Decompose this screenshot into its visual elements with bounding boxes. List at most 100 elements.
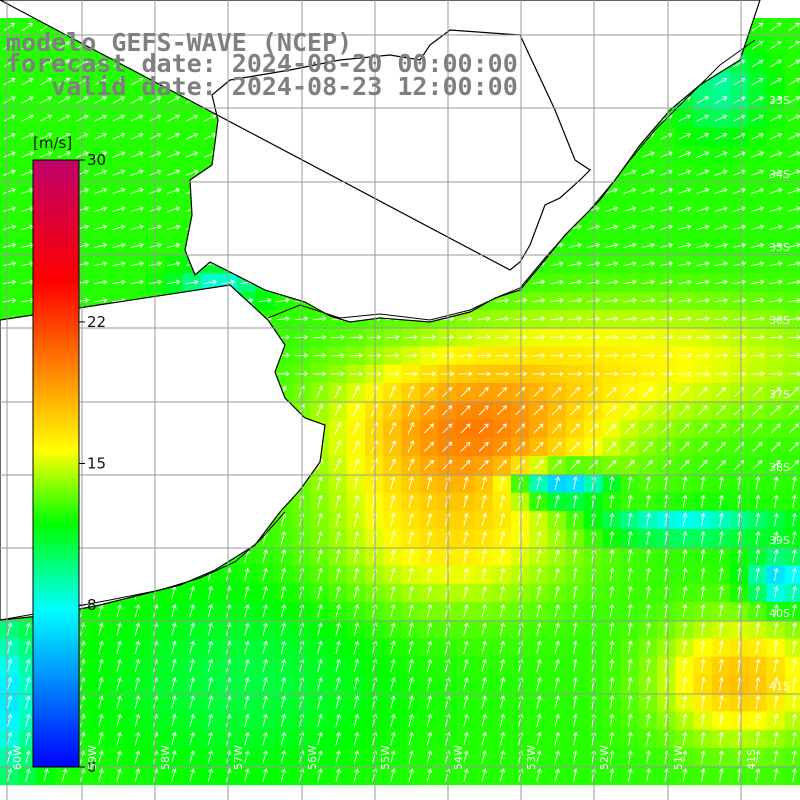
wind-arrow	[335, 768, 341, 782]
wind-cell	[638, 437, 658, 457]
wind-arrow	[751, 169, 765, 176]
wind-arrow	[189, 713, 195, 728]
land-mask	[0, 0, 761, 621]
wind-arrow	[499, 640, 506, 655]
wind-arrow	[481, 549, 487, 563]
wind-cell	[474, 383, 494, 402]
wind-arrow	[551, 405, 562, 416]
wind-cell	[438, 419, 457, 439]
wind-cell	[711, 565, 731, 585]
wind-arrow	[645, 494, 651, 509]
wind-cell	[565, 748, 585, 767]
wind-arrow	[755, 658, 761, 673]
wind-cell	[638, 729, 658, 749]
wind-arrow	[641, 169, 655, 176]
wind-cell	[675, 529, 695, 548]
wind-arrow	[714, 261, 729, 267]
wind-arrow	[335, 658, 341, 673]
wind-arrow	[134, 676, 141, 691]
wind-cell	[565, 492, 585, 512]
wind-arrow	[407, 403, 415, 417]
wind-arrow	[207, 585, 214, 600]
wind-arrow	[751, 96, 764, 104]
wind-cell	[675, 492, 695, 512]
wind-cell	[638, 711, 658, 731]
wind-arrow	[788, 386, 800, 398]
wind-arrow	[442, 441, 453, 452]
wind-arrow	[536, 731, 542, 746]
wind-arrow	[732, 297, 747, 303]
wind-arrow	[531, 371, 546, 377]
wind-arrow	[787, 316, 800, 322]
wind-arrow	[6, 695, 13, 709]
wind-arrow	[499, 603, 506, 618]
wind-cell	[711, 474, 731, 494]
wind-cell	[784, 419, 800, 439]
wind-cell	[565, 474, 585, 494]
wind-cell	[638, 492, 658, 512]
wind-arrow	[641, 187, 655, 194]
wind-cell	[602, 711, 622, 731]
wind-arrow	[389, 421, 397, 435]
wind-arrow	[21, 114, 34, 122]
wind-arrow	[499, 749, 506, 764]
wind-arrow	[751, 151, 765, 158]
wind-arrow	[185, 114, 199, 122]
wind-arrow	[769, 224, 783, 231]
wind-cell	[18, 145, 38, 165]
wind-arrow	[317, 530, 323, 545]
wind-arrow	[645, 676, 651, 691]
wind-cell	[693, 437, 713, 457]
wind-arrow	[536, 713, 542, 728]
wind-arrow	[495, 371, 510, 377]
wind-arrow	[94, 132, 108, 140]
wind-cell	[711, 766, 731, 786]
wind-arrow	[335, 567, 341, 582]
wind-cell	[711, 383, 731, 402]
wind-arrow	[788, 22, 800, 32]
wind-arrow	[426, 512, 433, 527]
wind-arrow	[773, 603, 779, 618]
wind-cell	[346, 456, 366, 475]
wind-arrow	[645, 658, 651, 673]
wind-arrow	[659, 353, 674, 358]
wind-arrow	[732, 334, 747, 340]
wind-arrow	[718, 530, 724, 545]
wind-arrow	[407, 458, 415, 472]
wind-arrow	[481, 640, 487, 655]
wind-arrow	[116, 640, 122, 655]
wind-arrow	[533, 423, 544, 434]
wind-arrow	[93, 261, 108, 267]
wind-arrow	[682, 768, 688, 782]
wind-arrow	[641, 371, 656, 377]
wind-arrow	[696, 279, 710, 285]
wind-arrow	[718, 713, 724, 728]
wind-cell	[456, 401, 476, 421]
wind-cell	[565, 675, 585, 694]
longitude-label: 54W	[452, 745, 465, 770]
wind-arrow	[2, 169, 16, 176]
wind-arrow	[3, 59, 16, 68]
wind-cell	[657, 127, 676, 147]
wind-arrow	[769, 132, 783, 140]
wind-cell	[748, 711, 768, 731]
wind-arrow	[134, 640, 141, 655]
wind-arrow	[659, 297, 674, 303]
wind-arrow	[463, 567, 469, 582]
wind-arrow	[317, 494, 323, 509]
wind-cell	[91, 164, 111, 183]
wind-arrow	[515, 441, 526, 452]
wind-cell	[18, 182, 38, 202]
wind-arrow	[207, 713, 214, 728]
wind-arrow	[353, 749, 360, 764]
colorbar-tick-label: 0	[87, 758, 97, 776]
wind-cell	[438, 383, 457, 402]
wind-cell	[693, 145, 713, 165]
wind-arrow	[39, 132, 53, 140]
wind-cell	[657, 401, 676, 421]
wind-arrow	[171, 749, 177, 764]
wind-arrow	[770, 405, 781, 416]
wind-arrow	[481, 530, 487, 545]
wind-arrow	[244, 768, 250, 782]
wind-arrow	[605, 206, 619, 212]
